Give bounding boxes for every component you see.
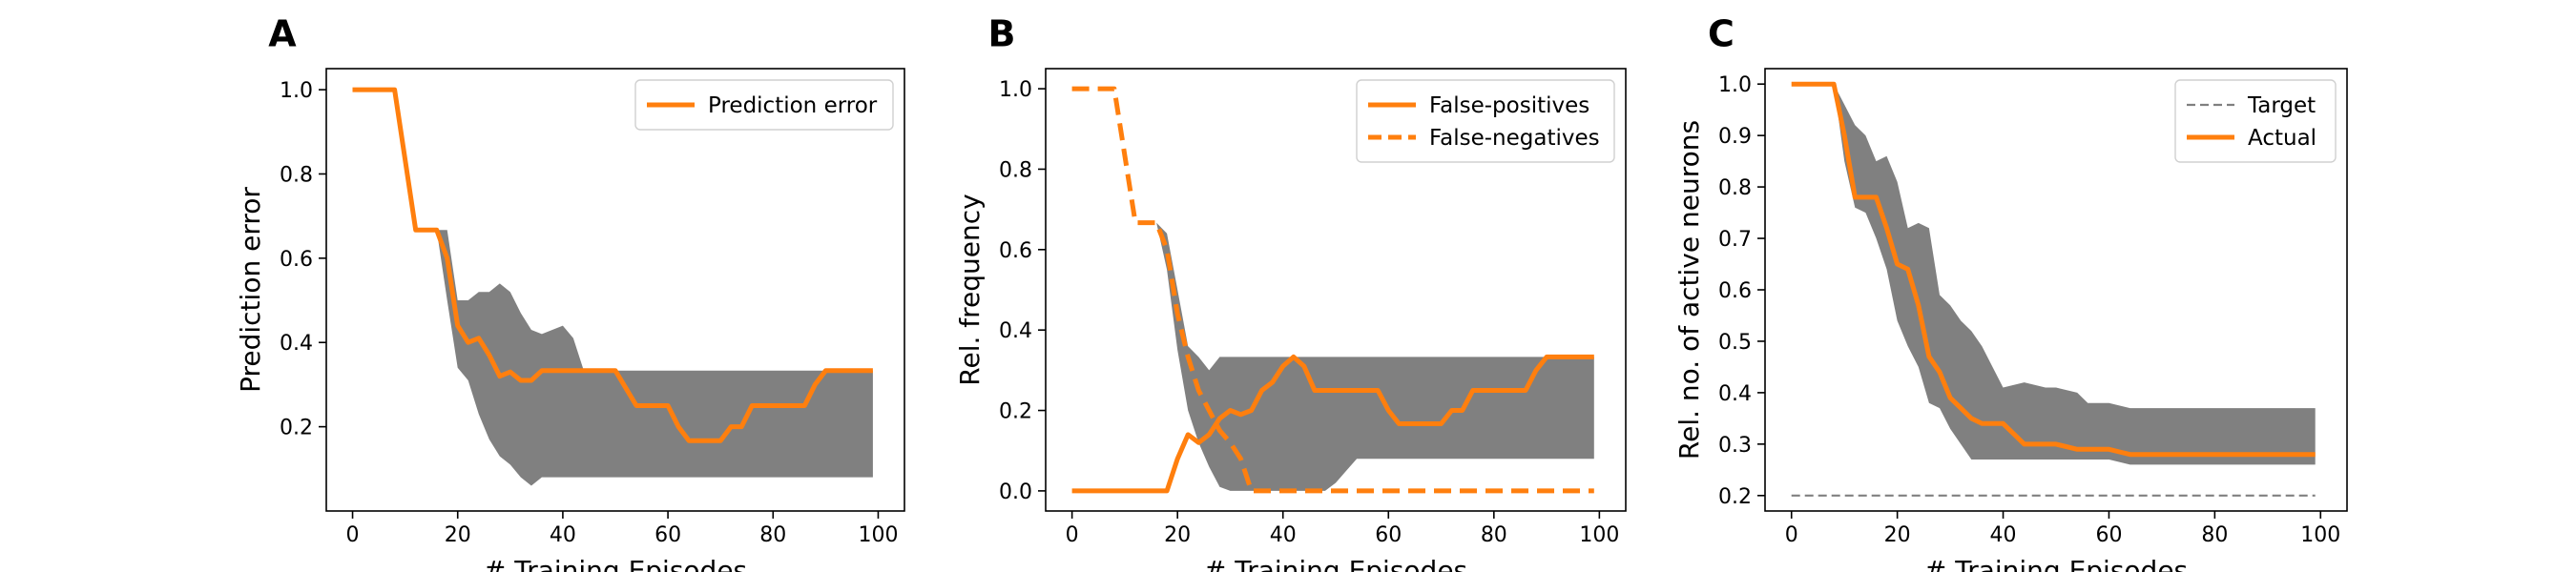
legend-box [1356, 79, 1615, 163]
y-tick-label: 0.3 [1718, 434, 1752, 458]
variability-band [1156, 222, 1594, 491]
x-tick-label: 20 [1884, 523, 1911, 547]
plot-frame [1045, 68, 1627, 512]
legend-label: False-positives [1429, 93, 1589, 118]
y-tick-label: 0.2 [280, 417, 313, 440]
x-tick-label: 60 [1375, 523, 1402, 547]
x-tick-label: 60 [654, 523, 681, 547]
legend: Prediction error [634, 79, 894, 131]
y-axis-label: Rel. no. of active neurons [1673, 120, 1705, 460]
legend-label: Actual [2248, 126, 2316, 151]
legend-box [2174, 79, 2337, 163]
series-line-false-positives [1071, 354, 1594, 494]
y-tick-label: 1.0 [1718, 73, 1752, 97]
panel-a: A 0 20 40 60 80 100 0.2 0.4 0.6 0.8 1.0 # Training E… [235, 13, 905, 572]
x-tick-label: 80 [1481, 523, 1507, 547]
y-tick-label: 0.4 [1718, 382, 1752, 406]
x-tick-label: 100 [2300, 523, 2340, 547]
legend: Target Actual [2174, 79, 2337, 163]
y-axis-label: Prediction error [235, 187, 266, 393]
y-tick-label: 1.0 [999, 78, 1032, 102]
series-line-prediction-error [352, 87, 873, 443]
y-tick-label: 0.6 [1718, 279, 1752, 303]
y-tick-label: 0.0 [999, 480, 1032, 504]
x-tick-label: 100 [858, 523, 898, 547]
y-tick-label: 0.8 [280, 163, 313, 187]
y-tick-label: 0.2 [999, 400, 1032, 424]
x-tick-label: 80 [2201, 523, 2228, 547]
panel-b: B 0 20 40 60 80 100 0.0 0.2 0.4 0.6 0.8 1.0 # Trainin… [954, 13, 1627, 572]
legend-label: Prediction error [708, 93, 878, 118]
y-tick-label: 0.8 [999, 158, 1032, 182]
y-tick-label: 0.6 [999, 239, 1032, 263]
legend-label: False-negatives [1429, 126, 1600, 151]
y-axis-label: Rel. frequency [954, 194, 986, 385]
x-axis-label: # Training Episodes [1204, 555, 1467, 572]
x-tick-label: 0 [1066, 523, 1079, 547]
variability-band [436, 230, 873, 486]
y-tick-label: 1.0 [280, 79, 313, 103]
series-line-false-negatives [1071, 86, 1594, 494]
panel-letter: A [268, 13, 297, 55]
x-tick-label: 20 [445, 523, 471, 547]
x-tick-label: 100 [1579, 523, 1619, 547]
x-tick-label: 60 [2095, 523, 2122, 547]
x-tick-label: 40 [550, 523, 576, 547]
legend: False-positives False-negatives [1356, 79, 1615, 163]
y-tick-label: 0.4 [999, 319, 1032, 343]
x-axis-label: # Training Episodes [1924, 555, 2188, 572]
x-tick-label: 40 [1990, 523, 2017, 547]
series-line-actual [1791, 81, 2316, 458]
panel-letter: C [1708, 13, 1735, 55]
y-tick-label: 0.5 [1718, 331, 1752, 355]
y-tick-label: 0.6 [280, 248, 313, 272]
x-tick-label: 80 [759, 523, 786, 547]
y-tick-label: 0.8 [1718, 176, 1752, 200]
panel-c: C 0 20 40 60 80 100 0.2 0.3 0.4 0.5 0.6 0.7 0.8 0.9 1.0… [1673, 13, 2348, 572]
legend-label: Target [2247, 93, 2316, 118]
x-tick-label: 0 [1785, 523, 1798, 547]
x-tick-label: 40 [1270, 523, 1297, 547]
y-tick-label: 0.7 [1718, 228, 1752, 252]
y-tick-label: 0.9 [1718, 125, 1752, 149]
x-tick-label: 20 [1164, 523, 1191, 547]
x-tick-label: 0 [346, 523, 360, 547]
variability-band [1834, 84, 2316, 465]
x-axis-label: # Training Episodes [484, 555, 747, 572]
y-tick-label: 0.2 [1718, 485, 1752, 509]
plot-frame [325, 68, 905, 512]
y-tick-label: 0.4 [280, 332, 313, 356]
panel-letter: B [988, 13, 1016, 55]
legend-box [634, 79, 894, 131]
